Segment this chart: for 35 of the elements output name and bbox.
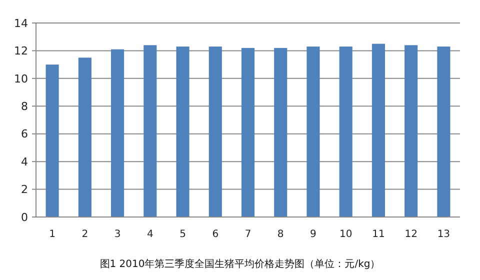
x-tick-label: 3: [114, 229, 121, 240]
bar: [404, 45, 418, 217]
bar: [111, 49, 124, 217]
x-tick-label: 12: [404, 229, 418, 240]
y-tick-label: 14: [14, 16, 28, 30]
x-tick-label: 9: [310, 229, 316, 240]
x-tick-label: 11: [372, 229, 385, 240]
y-tick-label: 2: [21, 183, 28, 196]
bar: [144, 45, 157, 217]
y-tick-label: 6: [21, 128, 28, 141]
x-tick-label: 5: [180, 229, 186, 240]
x-tick-label: 13: [437, 229, 450, 240]
x-tick-label: 8: [277, 229, 284, 240]
x-tick-label: 6: [212, 229, 219, 240]
x-tick-label: 1: [49, 229, 56, 240]
text: 图1 2010年第三季度全国生猪平均价格走势图（单位：元/kg）: [100, 258, 380, 270]
x-tick-label: 4: [146, 229, 154, 240]
y-tick-label: 4: [21, 155, 28, 168]
bar: [306, 46, 320, 217]
y-tick-label: 8: [21, 100, 28, 113]
bar: [78, 58, 92, 217]
x-tick-label: 7: [244, 229, 252, 240]
bar: [437, 46, 450, 217]
y-tick-label: 0: [21, 210, 28, 224]
y-tick-label: 12: [14, 44, 28, 58]
bar: [176, 46, 190, 217]
bar: [241, 48, 255, 217]
x-tick-label: 10: [339, 229, 352, 240]
bar: [46, 64, 59, 217]
bar: [372, 44, 385, 217]
bar: [208, 46, 222, 217]
bar: [339, 46, 352, 217]
y-tick-label: 10: [14, 72, 28, 86]
bar: [274, 48, 288, 217]
x-tick-label: 2: [82, 229, 88, 240]
